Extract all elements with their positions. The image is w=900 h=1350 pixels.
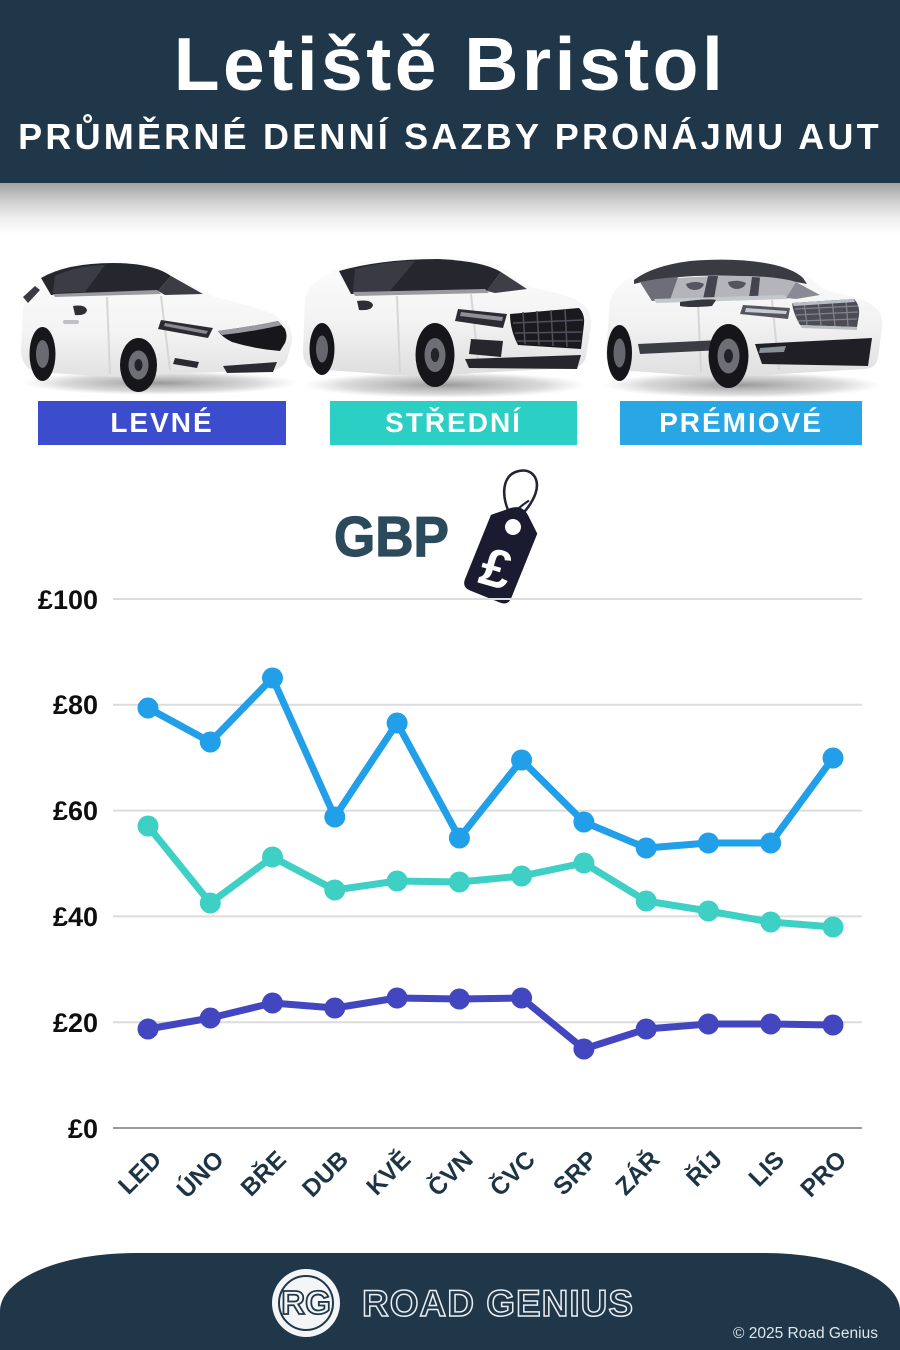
svg-text:ČVN: ČVN xyxy=(422,1145,478,1201)
svg-text:£80: £80 xyxy=(53,690,98,720)
svg-text:BŘE: BŘE xyxy=(235,1145,291,1201)
svg-text:ZÁŘ: ZÁŘ xyxy=(610,1145,666,1201)
svg-text:PRO: PRO xyxy=(796,1146,853,1203)
svg-text:LED: LED xyxy=(114,1146,168,1200)
svg-text:SRP: SRP xyxy=(548,1146,603,1201)
svg-text:ČVC: ČVC xyxy=(484,1145,541,1202)
svg-text:£40: £40 xyxy=(53,902,98,932)
svg-text:KVĚ: KVĚ xyxy=(361,1145,416,1200)
svg-text:ŘÍJ: ŘÍJ xyxy=(681,1145,728,1192)
svg-text:£100: £100 xyxy=(38,585,98,615)
svg-text:£20: £20 xyxy=(53,1008,98,1038)
svg-text:£60: £60 xyxy=(53,796,98,826)
svg-text:ÚNO: ÚNO xyxy=(171,1145,229,1203)
svg-text:£0: £0 xyxy=(68,1114,98,1144)
svg-text:DUB: DUB xyxy=(297,1146,354,1203)
svg-text:LIS: LIS xyxy=(744,1146,790,1192)
